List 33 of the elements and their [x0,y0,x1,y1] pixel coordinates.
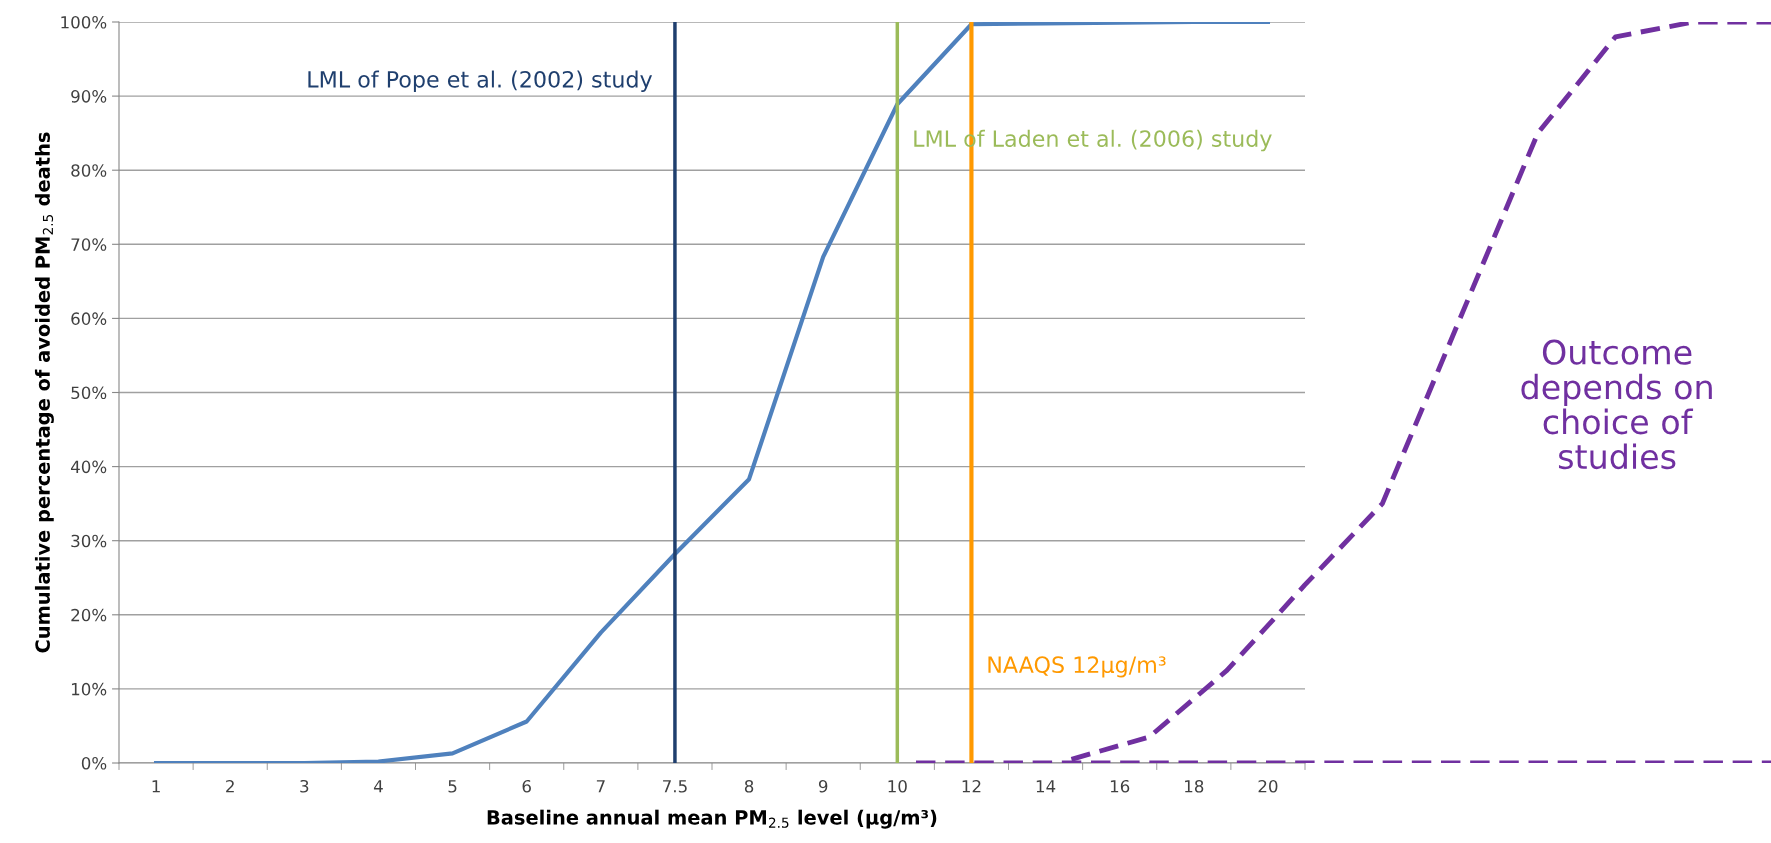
y-tick-label: 50% [71,386,107,400]
x-tick-label: 1 [152,780,160,793]
y-tick-label: 70% [71,238,107,251]
y-tick-label: 60% [71,312,107,325]
y-tick-label: 80% [71,164,107,177]
x-tick-label: 9 [818,779,828,793]
x-tick-label: 7 [596,780,605,793]
x-tick-label: 18 [1185,779,1204,793]
x-tick-label: 4 [373,780,383,793]
y-tick-label: 40% [70,460,107,474]
y-tick-label: 30% [71,534,107,548]
x-tick-label: 7.5 [663,780,687,793]
x-tick-label: 12 [962,779,981,793]
annotation: NAAQS 12µg/m³ [988,656,1166,678]
y-tick-label: 10% [71,682,107,696]
line-series [153,22,1271,763]
y-tick-label: 20% [71,608,107,622]
x-tick-label: 6 [522,779,531,793]
x-axis-title: Baseline annual mean PM$_{2.5}$ level (µg/m³) [487,809,937,829]
x-tick-label: 2 [226,779,234,793]
annotation: LML of Pope et al. (2002) study [308,70,653,93]
x-tick-label: 10 [888,779,907,793]
x-tick-label: 20 [1258,779,1278,793]
y-tick-label: 90% [71,90,107,103]
y-axis-title: Cumulative percentage of avoided PM$_{2.5}$ deaths [34,132,54,653]
x-tick-label: 3 [300,779,309,793]
x-tick-label: 16 [1110,779,1130,793]
x-tick-label: 8 [744,779,754,793]
annotation: Outcome depends on choice of studies [1521,339,1712,470]
y-tick-label: 0% [81,756,107,770]
y-tick-label: 100% [61,15,107,29]
x-tick-label: 14 [1036,780,1056,793]
x-tick-label: 5 [448,780,457,793]
